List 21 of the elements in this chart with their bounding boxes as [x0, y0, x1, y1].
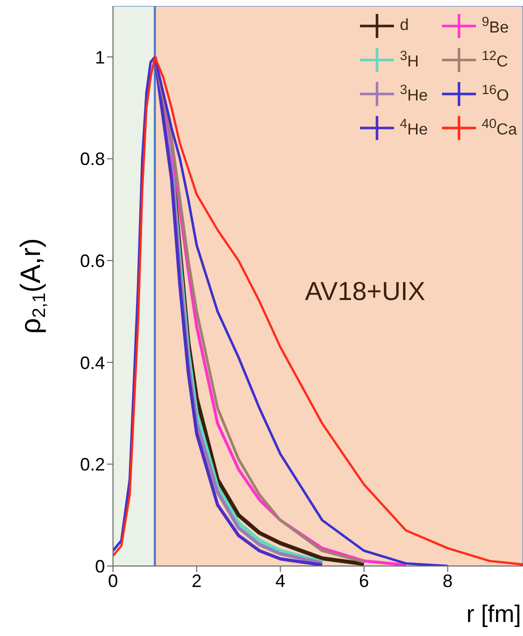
legend-label: $^{12}$C [482, 48, 508, 72]
y-tick-label: 1 [94, 47, 105, 68]
y-tick-label: 0.2 [80, 454, 105, 475]
x-tick-label: 0 [108, 570, 118, 591]
annotation: AV18+UIX [305, 276, 426, 307]
legend-label: $^{3}$He [400, 82, 428, 106]
legend-label: d [400, 17, 409, 35]
legend-label: $^{4}$He [400, 116, 428, 140]
legend-label: $^{40}$Ca [482, 116, 517, 140]
x-tick-label: 4 [275, 570, 286, 591]
legend-label: $^{16}$O [482, 82, 509, 106]
legend-label: $^{3}$H [400, 48, 419, 72]
y-tick-label: 0.6 [80, 250, 105, 271]
y-tick-label: 0.4 [80, 352, 105, 373]
y-tick-label: 0.8 [80, 149, 105, 170]
x-tick-label: 6 [359, 570, 370, 591]
x-tick-label: 8 [442, 570, 453, 591]
y-tick-label: 0 [94, 556, 105, 576]
x-tick-label: 2 [192, 570, 202, 591]
legend-label: $^{9}$Be [482, 14, 509, 38]
x-axis-title: r [fm] [466, 601, 521, 628]
